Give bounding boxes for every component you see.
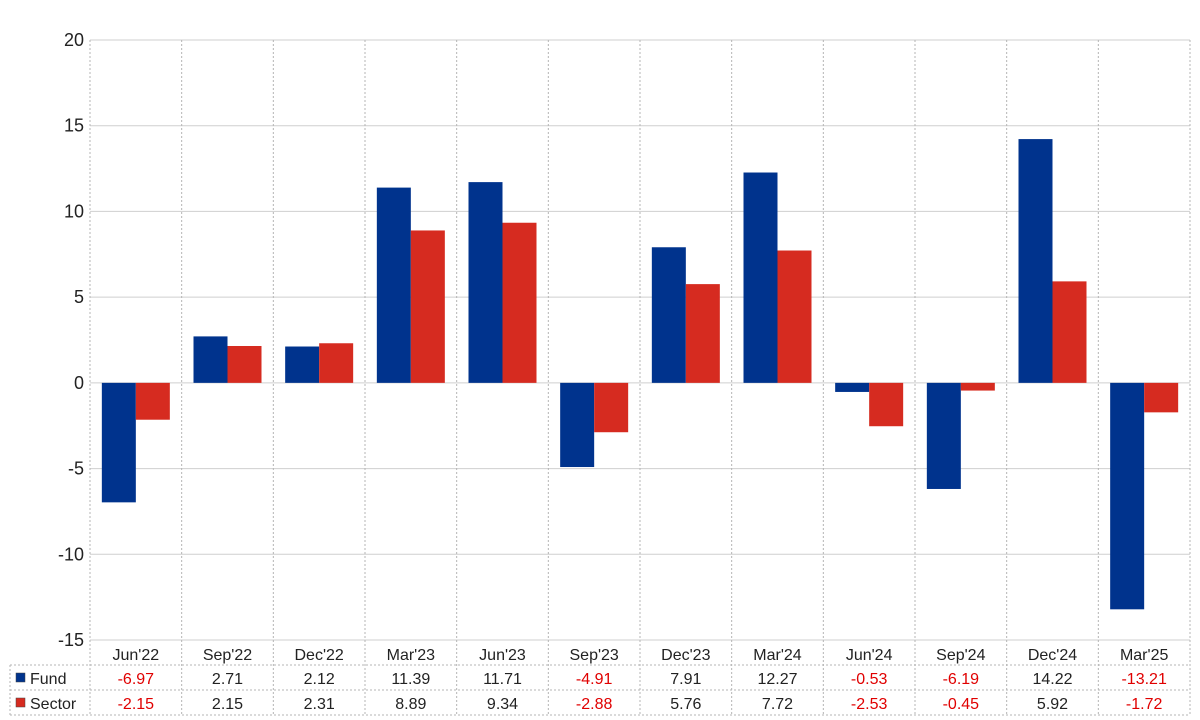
data-label-sector: -2.53	[851, 696, 888, 713]
bar-sector	[1144, 382, 1179, 413]
data-label-sector: 7.72	[762, 696, 793, 713]
bar-fund	[835, 382, 870, 392]
bars	[101, 139, 1179, 610]
bar-sector	[227, 346, 262, 383]
bar-sector	[502, 222, 537, 383]
x-axis: Jun'22 Sep'22 Dec'22 Mar'23 Jun'23 Sep'23 Dec'…	[113, 647, 1169, 664]
y-tick-label: -15	[58, 630, 84, 650]
x-tick-label: Mar'25	[1120, 647, 1169, 664]
bar-fund	[743, 172, 778, 383]
data-label-sector: 5.92	[1037, 696, 1068, 713]
bar-fund	[651, 247, 686, 383]
data-label-fund: 14.22	[1032, 671, 1072, 688]
y-tick-label: 5	[74, 287, 84, 307]
x-tick-label: Jun'24	[846, 647, 893, 664]
x-tick-label: Mar'24	[753, 647, 802, 664]
data-label-fund: -4.91	[576, 671, 613, 688]
bar-fund	[376, 187, 411, 383]
bar-sector	[960, 382, 995, 391]
x-tick-label: Dec'22	[295, 647, 344, 664]
y-tick-label: -5	[68, 459, 84, 479]
y-tick-label: 10	[64, 201, 84, 221]
data-label-fund: 11.39	[391, 671, 430, 688]
data-table: Fund -6.97 2.71 2.12 11.39 11.71 -4.91 7.91 12.2…	[9, 640, 1191, 716]
x-tick-label: Dec'24	[1028, 647, 1077, 664]
bar-sector	[135, 382, 170, 420]
data-label-sector: 2.15	[212, 696, 243, 713]
data-label-sector: 9.34	[487, 696, 518, 713]
x-tick-label: Jun'22	[113, 647, 160, 664]
y-tick-label: 20	[64, 30, 84, 50]
grid	[89, 39, 1191, 641]
data-label-sector: 5.76	[670, 696, 701, 713]
bar-sector	[1052, 281, 1087, 383]
data-label-fund: -6.19	[943, 671, 980, 688]
bar-sector	[685, 284, 720, 383]
x-tick-label: Sep'23	[570, 647, 619, 664]
data-label-fund: -6.97	[118, 671, 155, 688]
x-tick-label: Jun'23	[479, 647, 526, 664]
legend-label-fund: Fund	[30, 671, 66, 688]
y-tick-label: 15	[64, 116, 84, 136]
bar-sector	[777, 250, 812, 383]
legend-swatch-fund	[15, 672, 26, 683]
data-label-fund: 7.91	[670, 671, 701, 688]
y-tick-label: 0	[74, 373, 84, 393]
bar-sector	[410, 230, 445, 383]
x-tick-label: Sep'24	[936, 647, 985, 664]
bar-sector	[319, 343, 354, 383]
data-label-fund: 11.71	[483, 671, 522, 688]
data-label-sector: -2.88	[576, 696, 613, 713]
bar-fund	[926, 382, 961, 489]
bar-fund	[285, 346, 320, 383]
bar-sector	[869, 382, 904, 427]
bar-fund	[1110, 382, 1145, 610]
data-label-sector: -1.72	[1126, 696, 1163, 713]
bar-fund	[468, 182, 503, 383]
x-tick-label: Mar'23	[387, 647, 436, 664]
bar-fund	[560, 382, 595, 468]
data-label-sector: 8.89	[395, 696, 426, 713]
data-label-fund: -0.53	[851, 671, 888, 688]
bar-fund	[193, 336, 228, 383]
legend-swatch-sector	[15, 697, 26, 708]
bar-fund	[1018, 139, 1053, 383]
y-tick-label: -10	[58, 544, 84, 564]
y-axis: 20 15 10 5 0 -5 -10 -15	[58, 30, 84, 650]
data-label-sector: -2.15	[118, 696, 155, 713]
bar-sector	[594, 382, 629, 433]
data-label-sector: 2.31	[304, 696, 335, 713]
data-label-fund: 12.27	[757, 671, 797, 688]
data-label-sector: -0.45	[943, 696, 980, 713]
x-tick-label: Dec'23	[661, 647, 710, 664]
bar-fund	[101, 382, 136, 503]
data-label-fund: 2.12	[304, 671, 335, 688]
x-tick-label: Sep'22	[203, 647, 252, 664]
legend-label-sector: Sector	[30, 696, 77, 713]
data-label-fund: 2.71	[212, 671, 243, 688]
data-label-fund: -13.21	[1121, 671, 1166, 688]
